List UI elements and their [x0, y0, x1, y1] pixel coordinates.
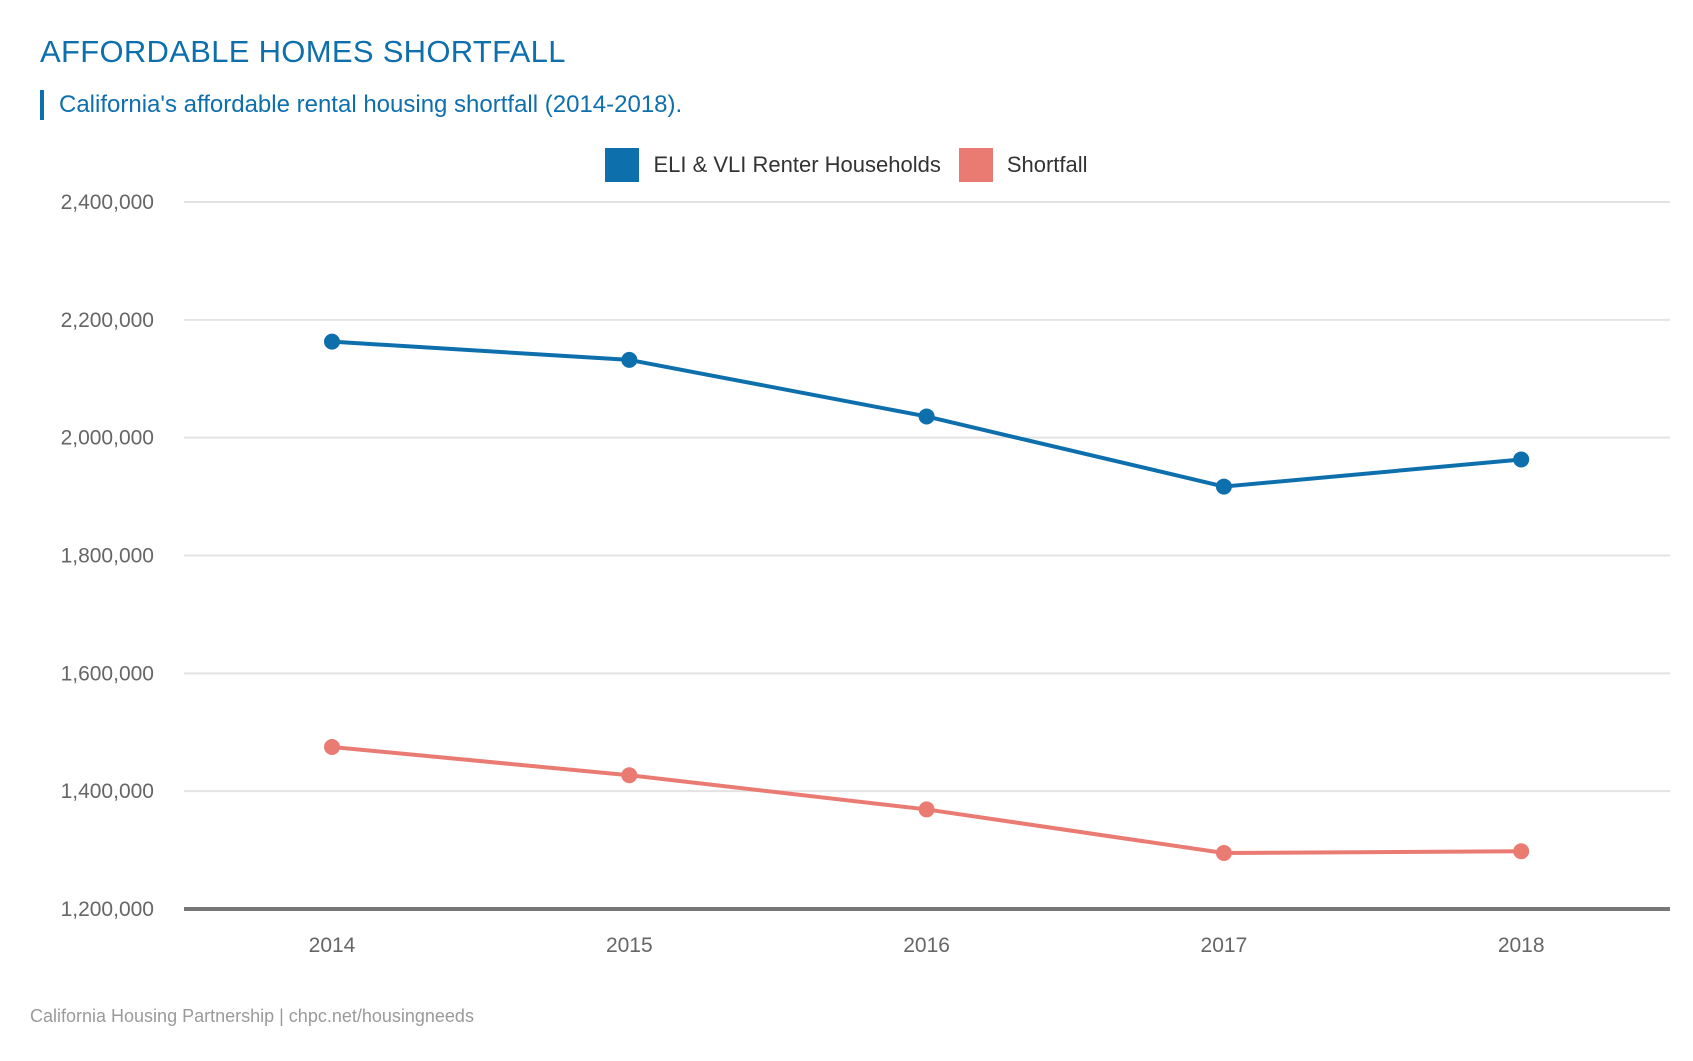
legend-label-eli-vli: ELI & VLI Renter Households	[653, 152, 941, 177]
x-tick-label: 2018	[1498, 934, 1545, 957]
legend-swatch-shortfall	[958, 148, 993, 182]
data-point[interactable]	[621, 767, 638, 784]
x-axis-ticks: 2014 2015 2016 2017 2018	[309, 934, 1545, 957]
series-eli-vli	[324, 333, 1530, 495]
x-tick-label: 2016	[903, 934, 950, 957]
data-point[interactable]	[918, 408, 935, 425]
y-tick-label: 1,800,000	[61, 545, 154, 568]
data-point[interactable]	[621, 351, 638, 368]
legend-item-eli-vli[interactable]: ELI & VLI Renter Households	[605, 148, 941, 182]
y-axis-ticks: 1,200,000 1,400,000 1,600,000 1,800,000 2,00…	[61, 191, 154, 921]
y-tick-label: 1,400,000	[61, 780, 154, 803]
data-point[interactable]	[1215, 845, 1232, 862]
data-point[interactable]	[324, 333, 340, 350]
legend-swatch-eli-vli	[605, 148, 640, 182]
data-point[interactable]	[918, 801, 935, 818]
y-tick-label: 2,000,000	[61, 427, 154, 450]
y-tick-label: 2,200,000	[61, 309, 154, 332]
y-tick-label: 1,600,000	[61, 662, 154, 685]
chart-title: AFFORDABLE HOMES SHORTFALL	[40, 34, 566, 69]
legend-item-shortfall[interactable]: Shortfall	[958, 148, 1088, 182]
y-tick-label: 1,200,000	[61, 898, 154, 921]
series-shortfall	[324, 738, 1530, 862]
legend: ELI & VLI Renter Households Shortfall	[0, 148, 1693, 182]
series-group	[324, 333, 1530, 862]
data-point[interactable]	[324, 738, 340, 755]
gridlines	[184, 201, 1670, 793]
chart-subtitle: California's affordable rental housing s…	[40, 90, 682, 120]
y-tick-label: 2,400,000	[61, 191, 154, 214]
series-line	[331, 744, 1522, 856]
x-tick-label: 2017	[1201, 934, 1248, 957]
data-point[interactable]	[1513, 843, 1530, 860]
data-point[interactable]	[1513, 451, 1530, 468]
x-tick-label: 2014	[309, 934, 356, 957]
data-point[interactable]	[1215, 478, 1232, 495]
x-tick-label: 2015	[606, 934, 653, 957]
legend-label-shortfall: Shortfall	[1006, 152, 1088, 177]
source-footer: California Housing Partnership | chpc.ne…	[30, 1006, 474, 1026]
